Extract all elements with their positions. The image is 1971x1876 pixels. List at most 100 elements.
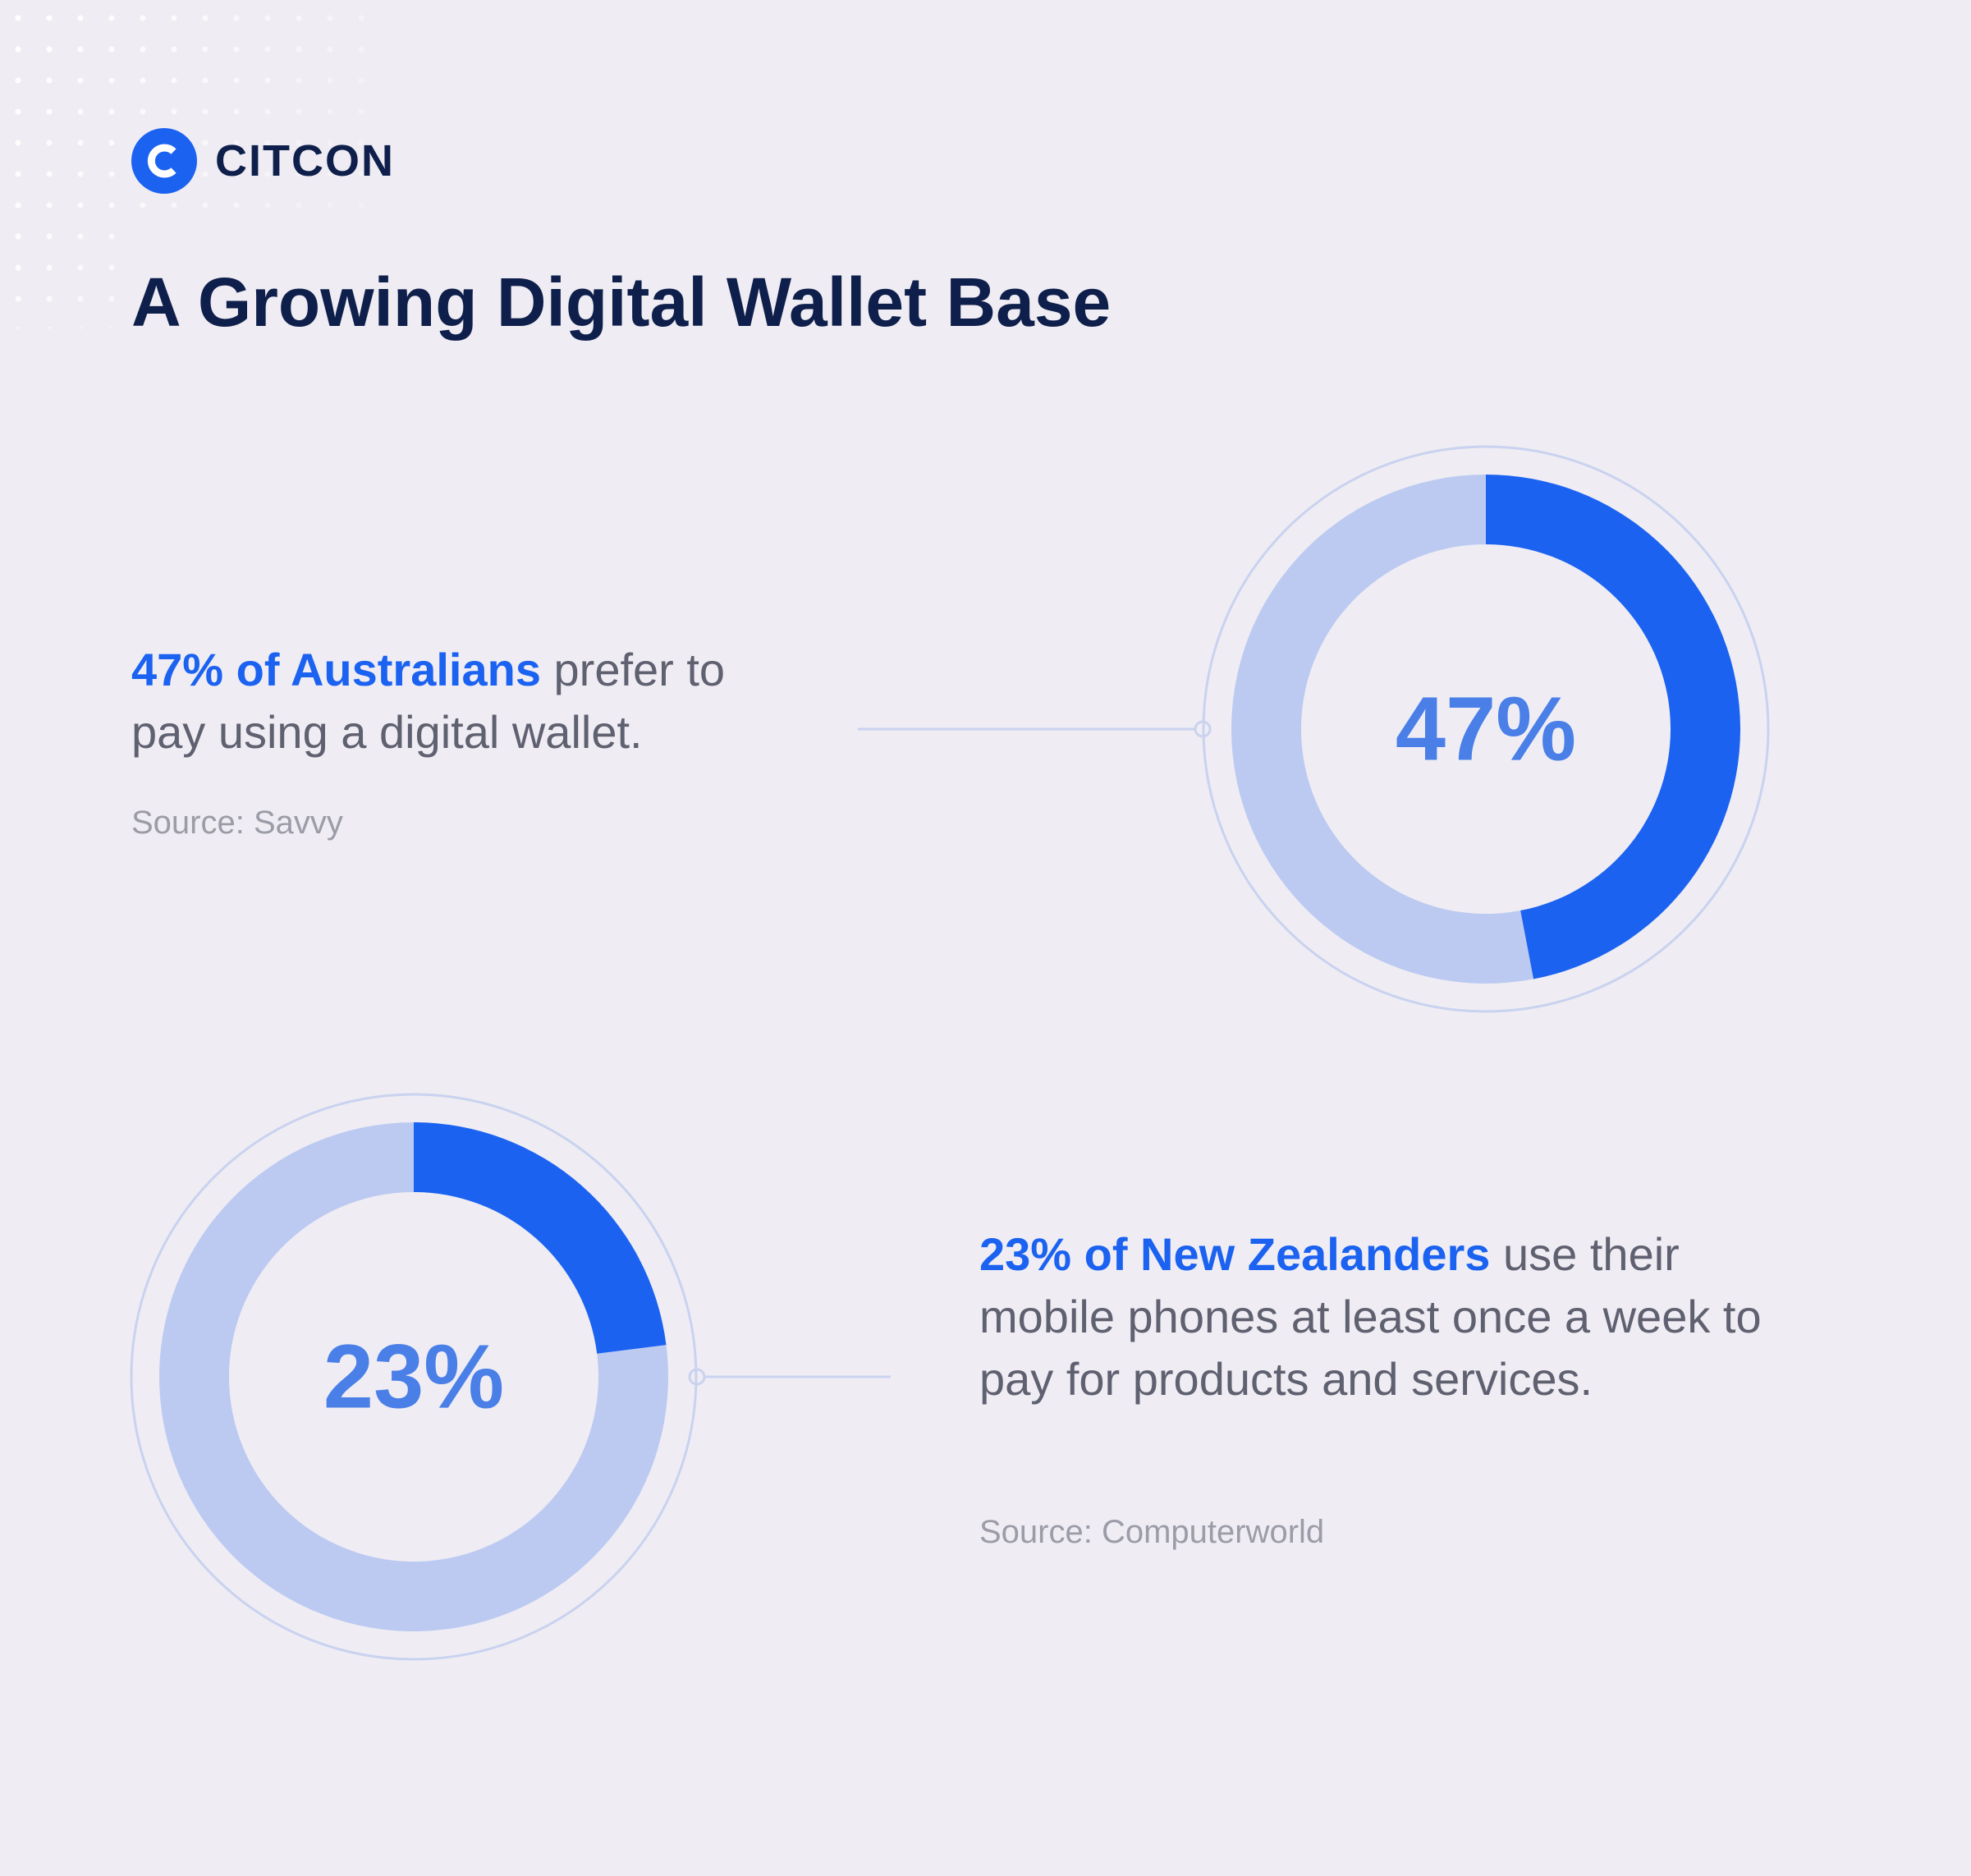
pattern-dot	[15, 296, 21, 302]
pattern-dot	[46, 264, 53, 271]
pattern-dot	[77, 15, 84, 21]
pattern-dot	[77, 171, 84, 177]
pattern-dot	[327, 77, 333, 84]
pattern-dot	[46, 15, 53, 21]
donut-value-1	[1486, 475, 1740, 979]
pattern-dot	[264, 202, 271, 209]
pattern-dot	[108, 296, 115, 302]
pattern-dot	[264, 171, 271, 177]
pattern-dot	[46, 296, 53, 302]
pattern-dot	[233, 15, 240, 21]
pattern-dot	[47, 327, 52, 328]
pattern-dot	[296, 15, 302, 21]
pattern-dot	[15, 140, 21, 146]
pattern-dot	[296, 46, 302, 53]
pattern-dot	[202, 140, 209, 146]
source-savvy: Source: Savvy	[131, 805, 343, 841]
pattern-dot	[233, 171, 240, 177]
page-title: A Growing Digital Wallet Base	[131, 264, 1112, 341]
citcon-logo-icon	[131, 128, 197, 194]
pattern-dot	[358, 46, 364, 53]
pattern-dot	[77, 264, 84, 271]
pattern-dot	[46, 202, 53, 209]
pattern-dot	[15, 77, 21, 84]
pattern-dot	[296, 171, 302, 177]
stat-australia: 47% of Australians prefer to pay using a…	[131, 639, 804, 764]
donut-chart-new-zealand: 23%	[130, 1093, 698, 1661]
citcon-logo: CITCON	[131, 128, 395, 194]
pattern-dot	[233, 108, 240, 115]
pattern-dot	[15, 233, 21, 240]
pattern-dot	[358, 108, 364, 115]
pattern-dot	[358, 15, 364, 21]
pattern-dot	[77, 202, 84, 209]
pattern-dot	[108, 264, 115, 271]
pattern-dot	[46, 233, 53, 240]
pattern-dot	[46, 108, 53, 115]
pattern-dot	[264, 140, 271, 146]
pattern-dot	[77, 233, 84, 240]
donut-chart-australia: 47%	[1202, 445, 1770, 1013]
pattern-dot	[327, 15, 333, 21]
pattern-dot	[233, 140, 240, 146]
pattern-dot	[108, 202, 115, 209]
pattern-dot	[202, 171, 209, 177]
pattern-dot	[140, 202, 146, 209]
donut-outline-2	[130, 1093, 698, 1661]
pattern-dot	[15, 202, 21, 209]
pattern-dot	[327, 171, 333, 177]
donut-outline-1	[1202, 445, 1770, 1013]
dot-pattern	[15, 15, 364, 328]
stat-australia-highlight: 47% of Australians	[131, 644, 541, 695]
pattern-dot	[46, 140, 53, 146]
pattern-dot	[296, 202, 302, 209]
pattern-dot	[171, 15, 177, 21]
pattern-dot	[77, 108, 84, 115]
pattern-dot	[202, 108, 209, 115]
pattern-dot	[358, 77, 364, 84]
pattern-dot	[327, 108, 333, 115]
pattern-dot	[108, 140, 115, 146]
pattern-dot	[108, 46, 115, 53]
pattern-dot	[15, 108, 21, 115]
pattern-dot	[202, 77, 209, 84]
pattern-dot	[358, 202, 364, 209]
donut-label-2: 23%	[323, 1327, 504, 1428]
pattern-dot	[202, 15, 209, 21]
pattern-dot	[264, 108, 271, 115]
source-computerworld: Source: Computerworld	[979, 1514, 1325, 1550]
pattern-dot	[16, 327, 21, 328]
pattern-dot	[233, 77, 240, 84]
pattern-dot	[296, 77, 302, 84]
pattern-dot	[171, 202, 177, 209]
pattern-dot	[140, 46, 146, 53]
pattern-dot	[77, 140, 84, 146]
pattern-dot	[109, 327, 114, 328]
pattern-dot	[171, 77, 177, 84]
donut-label-1: 47%	[1396, 679, 1576, 780]
pattern-dot	[15, 264, 21, 271]
stat-new-zealand-text: use their mobile phones at least once a …	[979, 1228, 1762, 1405]
brand-name: CITCON	[215, 136, 395, 186]
pattern-dot	[171, 108, 177, 115]
pattern-dot	[171, 46, 177, 53]
pattern-dot	[202, 202, 209, 209]
pattern-dot	[358, 140, 364, 146]
stat-new-zealand: 23% of New Zealanders use their mobile p…	[979, 1223, 1800, 1410]
pattern-dot	[264, 77, 271, 84]
pattern-dot	[264, 46, 271, 53]
pattern-dot	[140, 77, 146, 84]
pattern-dot	[108, 233, 115, 240]
pattern-dot	[108, 171, 115, 177]
pattern-dot	[108, 108, 115, 115]
pattern-dot	[296, 140, 302, 146]
pattern-dot	[233, 46, 240, 53]
pattern-dot	[78, 327, 83, 328]
pattern-dot	[327, 46, 333, 53]
stat-australia-text: prefer to pay using a digital wallet.	[131, 644, 726, 758]
pattern-dot	[202, 46, 209, 53]
pattern-dot	[15, 171, 21, 177]
pattern-dot	[46, 46, 53, 53]
donut-value-2	[414, 1122, 667, 1354]
pattern-dot	[140, 15, 146, 21]
